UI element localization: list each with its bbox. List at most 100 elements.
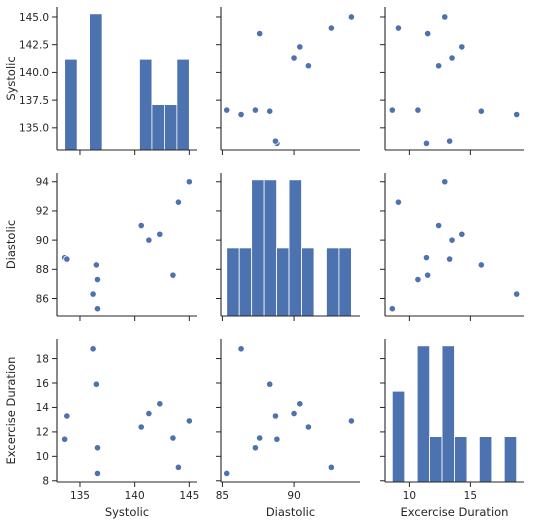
scatter-point-excercise-duration-vs-systolic-4 [61,435,69,443]
y-tick-label: 10 [36,451,49,463]
scatter-point-systolic-vs-excercise-duration-9 [424,30,432,38]
y-tick-label: 145.0 [19,12,49,24]
scatter-point-diastolic-vs-excercise-duration-4 [422,254,431,262]
scatter-point-excercise-duration-vs-systolic-2 [93,444,102,452]
scatter-point-excercise-duration-vs-systolic-1 [89,345,97,353]
x-tick-label: 135 [70,490,90,502]
scatter-point-systolic-vs-diastolic-6 [304,62,313,70]
scatter-point-systolic-vs-diastolic-11 [347,13,356,21]
y-tick-label: 94 [36,177,50,189]
scatter-point-diastolic-vs-excercise-duration-1 [513,290,521,298]
panel-diastolic-vs-diastolic [216,173,360,321]
histogram-bar-systolic-7 [151,104,165,151]
scatter-point-diastolic-vs-systolic-6 [137,221,145,230]
histogram-bar-excercise-duration-5 [454,436,468,483]
scatter-point-diastolic-vs-excercise-duration-11 [441,178,449,186]
panel-systolic-vs-excercise-duration [380,7,524,155]
histogram-bar-diastolic-9 [338,247,352,317]
histogram-bar-excercise-duration-3 [429,436,443,483]
scatter-point-systolic-vs-excercise-duration-10 [394,24,403,32]
scatter-point-excercise-duration-vs-diastolic-6 [304,423,313,431]
scatter-point-systolic-vs-excercise-duration-2 [414,106,422,114]
panel-diastolic-vs-excercise-duration [380,173,524,321]
scatter-point-systolic-vs-diastolic-9 [256,30,264,38]
y-tick-label: 8 [42,476,49,488]
histogram-bar-systolic-6 [139,58,153,151]
y-tick-label: 16 [36,378,50,390]
scatter-point-excercise-duration-vs-diastolic-5 [271,412,280,420]
scatter-point-systolic-vs-excercise-duration-3 [388,106,396,114]
histogram-bar-systolic-8 [164,104,178,151]
histogram-bar-diastolic-2 [251,179,265,317]
scatter-point-excercise-duration-vs-systolic-6 [137,423,145,431]
scatter-point-excercise-duration-vs-diastolic-4 [273,435,281,443]
panel-excercise-duration-vs-diastolic: 85 90 [216,339,360,502]
panel-excercise-duration-vs-excercise-duration: 10 15 [380,339,524,502]
scatter-point-diastolic-vs-excercise-duration-5 [446,255,454,263]
scatter-point-excercise-duration-vs-diastolic-9 [256,434,264,442]
x-axis-title-excercise-duration: Excercise Duration [401,505,509,519]
scatter-point-systolic-vs-diastolic-5 [271,137,280,145]
scatter-point-diastolic-vs-systolic-11 [185,178,193,186]
histogram-bar-excercise-duration-7 [478,436,493,483]
y-tick-label: 14 [36,402,50,414]
histogram-bar-excercise-duration-0 [391,390,406,483]
y-tick-label: 88 [36,264,49,276]
scatter-point-diastolic-vs-excercise-duration-2 [414,275,422,284]
scatter-point-systolic-vs-excercise-duration-6 [435,62,443,70]
scatter-point-diastolic-vs-excercise-duration-8 [458,230,466,238]
y-tick-label: 142.5 [19,39,49,51]
histogram-bar-systolic-2 [89,13,103,151]
y-axis-title-excercise-duration: Excercise Duration [4,357,18,465]
histogram-bar-diastolic-6 [301,247,315,317]
y-tick-label: 86 [36,293,50,305]
y-tick-label: 18 [36,353,49,365]
scatter-point-systolic-vs-diastolic-0 [266,107,274,115]
scatter-point-systolic-vs-excercise-duration-0 [477,107,485,115]
scatter-point-excercise-duration-vs-diastolic-7 [290,409,298,418]
scatter-point-excercise-duration-vs-systolic-5 [63,412,71,420]
scatter-point-diastolic-vs-systolic-0 [92,261,100,269]
scatter-point-systolic-vs-excercise-duration-5 [446,137,454,145]
y-tick-label: 140.0 [19,67,49,79]
y-tick-label: 92 [36,206,49,218]
scatter-point-excercise-duration-vs-systolic-9 [169,434,177,442]
scatter-point-diastolic-vs-systolic-2 [93,275,102,284]
histogram-bar-excercise-duration-4 [441,345,455,483]
scatter-point-diastolic-vs-systolic-8 [156,230,164,238]
scatter-point-systolic-vs-diastolic-7 [290,54,298,62]
scatter-point-systolic-vs-excercise-duration-7 [448,54,456,62]
histogram-bar-diastolic-0 [226,247,240,317]
panel-systolic-vs-systolic: 135.0 137.5 140.0 142.5 145.0 [19,7,197,155]
scatter-point-systolic-vs-excercise-duration-11 [441,13,449,21]
scatter-point-systolic-vs-diastolic-3 [223,106,231,114]
scatter-point-systolic-vs-excercise-duration-4 [422,139,431,147]
scatter-point-diastolic-vs-excercise-duration-3 [388,305,396,313]
scatter-point-excercise-duration-vs-systolic-3 [93,469,102,478]
scatter-point-systolic-vs-diastolic-8 [296,43,304,51]
scatter-point-diastolic-vs-systolic-3 [93,305,102,313]
x-axis-title-diastolic: Diastolic [266,505,315,519]
scatter-point-diastolic-vs-systolic-10 [174,198,183,206]
scatter-point-excercise-duration-vs-diastolic-2 [251,444,259,452]
x-tick-label: 90 [287,490,300,502]
scatter-point-excercise-duration-vs-diastolic-1 [237,345,245,353]
histogram-bar-diastolic-5 [288,179,302,317]
scatter-point-systolic-vs-excercise-duration-8 [458,43,466,51]
scatter-point-diastolic-vs-excercise-duration-9 [424,271,432,279]
scatter-point-excercise-duration-vs-systolic-11 [185,417,193,425]
y-tick-label: 90 [36,235,49,247]
scatter-point-excercise-duration-vs-diastolic-10 [327,463,335,471]
x-tick-label: 145 [179,490,199,502]
x-axis-title-systolic: Systolic [105,505,149,519]
x-tick-label: 15 [464,490,477,502]
scatter-point-excercise-duration-vs-diastolic-8 [296,400,304,408]
scatter-point-systolic-vs-diastolic-2 [251,106,259,114]
scatter-point-diastolic-vs-systolic-9 [169,271,177,279]
y-axis-title-diastolic: Diastolic [4,220,18,269]
histogram-bar-systolic-0 [64,58,78,151]
y-tick-label: 137.5 [19,95,49,107]
scatter-point-diastolic-vs-excercise-duration-6 [435,221,443,230]
scatter-point-diastolic-vs-excercise-duration-0 [477,261,485,269]
